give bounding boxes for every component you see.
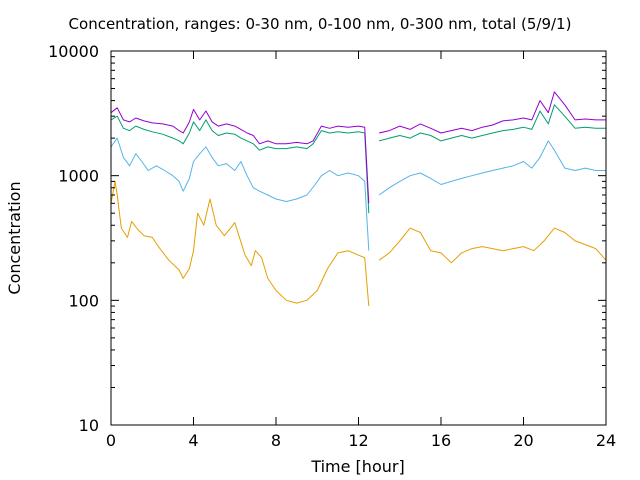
chart-title: Concentration, ranges: 0-30 nm, 0-100 nm… [69, 15, 572, 33]
plot-frame [110, 50, 607, 426]
series-line-3 [110, 91, 606, 204]
x-tick-label: 20 [513, 431, 533, 450]
y-axis-label: Concentration [5, 181, 24, 294]
x-tick-label: 4 [188, 431, 198, 450]
series-line-2 [110, 104, 606, 214]
series-line-0 [110, 180, 607, 307]
y-tick-label: 10000 [48, 42, 99, 61]
x-tick-label: 12 [348, 431, 368, 450]
y-tick-label: 1000 [58, 167, 99, 186]
tick-layer: 0 4 8 12 16 20 24 10 100 1000 10000 [48, 42, 616, 450]
y-tick-label: 100 [68, 291, 99, 310]
x-tick-label: 24 [596, 431, 616, 450]
x-axis-label: Time [hour] [310, 457, 404, 476]
x-tick-label: 0 [106, 431, 116, 450]
x-tick-label: 8 [271, 431, 281, 450]
series-line-1 [110, 137, 606, 251]
y-tick-label: 10 [79, 416, 99, 435]
series-layer [110, 91, 607, 307]
x-tick-label: 16 [431, 431, 451, 450]
